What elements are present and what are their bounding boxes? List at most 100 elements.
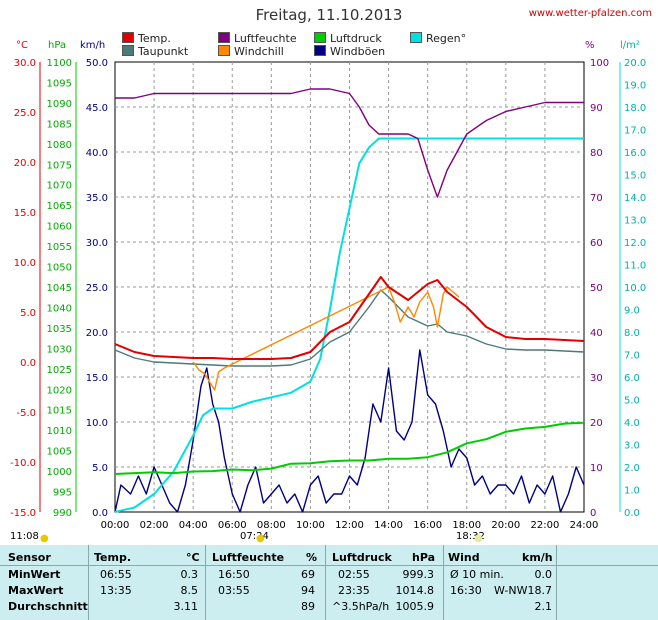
press-tick-label: 1050 — [47, 263, 72, 274]
rain-tick-label: 8.0 — [624, 328, 640, 339]
press-tick-label: 1020 — [47, 385, 72, 396]
legend-label: Luftdruck — [330, 32, 382, 45]
sunset-label: 18:32 — [456, 531, 485, 542]
x-tick-label: 08:00 — [257, 520, 286, 531]
legend-swatch — [122, 45, 134, 56]
hum-value: 94 — [301, 584, 315, 597]
rain-tick-label: 7.0 — [624, 351, 640, 362]
table-col-divider — [325, 545, 326, 620]
header-press-unit: hPa — [412, 551, 436, 564]
legend-label: Windböen — [330, 45, 386, 58]
press-tick-label: 990 — [53, 508, 72, 519]
x-tick-label: 00:00 — [101, 520, 130, 531]
legend-temp: Temp. — [122, 32, 171, 45]
press-tick-label: 1010 — [47, 426, 72, 437]
hum-tick-label: 30 — [590, 373, 603, 384]
press-tick-label: 1005 — [47, 447, 72, 458]
unit-temp: °C — [16, 40, 28, 51]
legend-swatch — [314, 45, 326, 56]
table-row: MaxWert 13:35 8.5 03:55 94 23:35 1014.8 … — [0, 584, 658, 599]
hum-value: 89 — [301, 600, 315, 613]
header-wind-unit: km/h — [522, 551, 553, 564]
legend-label: Taupunkt — [138, 45, 189, 58]
hum-tick-label: 80 — [590, 148, 603, 159]
legend-windchill: Windchill — [218, 45, 284, 58]
press-tick-label: 1000 — [47, 467, 72, 478]
x-tick-label: 16:00 — [413, 520, 442, 531]
site-link[interactable]: www.wetter-pfalzen.com — [528, 8, 652, 19]
x-tick-label: 10:00 — [296, 520, 325, 531]
rain-tick-label: 13.0 — [624, 216, 646, 227]
rain-tick-label: 12.0 — [624, 238, 646, 249]
press-value: 1005.9 — [395, 600, 435, 613]
x-tick-label: 02:00 — [140, 520, 169, 531]
wind-tick-label: 50.0 — [86, 58, 108, 69]
wind-tick-label: 25.0 — [86, 283, 108, 294]
legend-label: Windchill — [234, 45, 284, 58]
legend-rain: Regen° — [410, 32, 466, 45]
row-label: MinWert — [8, 568, 61, 581]
header-hum: Luftfeuchte — [212, 551, 285, 564]
x-tick-label: 20:00 — [491, 520, 520, 531]
wind-tick-label: 5.0 — [92, 463, 108, 474]
hum-tick-label: 70 — [590, 193, 603, 204]
header-press: Luftdruck — [332, 551, 392, 564]
table-row: Durchschnitt 3.11 89 ^3.5hPa/h 1005.9 2.… — [0, 600, 658, 615]
header-wind: Wind — [448, 551, 480, 564]
wind-value: 0.0 — [534, 568, 553, 581]
table-col-divider — [556, 545, 557, 620]
press-tick-label: 995 — [53, 488, 72, 499]
press-time: 23:35 — [338, 584, 370, 597]
press-tick-label: 1095 — [47, 78, 72, 89]
press-value: 999.3 — [402, 568, 435, 581]
sun-icon: ● — [40, 533, 49, 544]
sunrise-label: 07:24 — [240, 531, 269, 542]
temp-value: 0.3 — [180, 568, 199, 581]
rain-tick-label: 11.0 — [624, 261, 646, 272]
hum-tick-label: 90 — [590, 103, 603, 114]
rain-tick-label: 1.0 — [624, 486, 640, 497]
legend-humidity: Luftfeuchte — [218, 32, 297, 45]
header-temp: Temp. — [94, 551, 132, 564]
series-line-luftdruck — [114, 421, 585, 475]
temp-tick-label: 25.0 — [14, 108, 36, 119]
wind-dir: W-NW — [494, 584, 528, 597]
wind-tick-label: 45.0 — [86, 103, 108, 114]
x-tick-label: 14:00 — [374, 520, 403, 531]
x-tick-label: 24:00 — [570, 520, 599, 531]
wind-tick-label: 30.0 — [86, 238, 108, 249]
press-tick-label: 1085 — [47, 119, 72, 130]
press-tick-label: 1015 — [47, 406, 72, 417]
rain-tick-label: 3.0 — [624, 441, 640, 452]
rain-tick-label: 18.0 — [624, 103, 646, 114]
unit-pressure: hPa — [48, 40, 67, 51]
wind-tick-label: 20.0 — [86, 328, 108, 339]
legend-swatch — [122, 32, 134, 43]
sunrise-icon: ● — [256, 533, 265, 544]
rain-tick-label: 19.0 — [624, 81, 646, 92]
wind-tick-label: 40.0 — [86, 148, 108, 159]
hum-tick-label: 50 — [590, 283, 603, 294]
rain-tick-label: 2.0 — [624, 463, 640, 474]
unit-rain: l/m² — [620, 40, 640, 51]
wind-tick-label: 0.0 — [92, 508, 108, 519]
hum-tick-label: 100 — [590, 58, 609, 69]
row-label: MaxWert — [8, 584, 64, 597]
temp-tick-label: 20.0 — [14, 158, 36, 169]
series-line-luftfeuchte — [115, 88, 584, 198]
rain-tick-label: 0.0 — [624, 508, 640, 519]
temp-tick-label: 30.0 — [14, 58, 36, 69]
hum-tick-label: 60 — [590, 238, 603, 249]
weather-chart: 00:00 02:00 04:00 06:00 08:00 10:00 12:00 14:00… — [10, 58, 646, 531]
legend-label: Luftfeuchte — [234, 32, 297, 45]
table-col-divider — [443, 545, 444, 620]
x-tick-label: 12:00 — [335, 520, 364, 531]
rain-tick-label: 10.0 — [624, 283, 646, 294]
wind-value: 18.7 — [527, 584, 553, 597]
legend-swatch — [410, 32, 422, 43]
legend-pressure: Luftdruck — [314, 32, 382, 45]
press-tick-label: 1025 — [47, 365, 72, 376]
header-temp-unit: °C — [186, 551, 200, 564]
x-tick-label: 06:00 — [218, 520, 247, 531]
rain-tick-label: 14.0 — [624, 193, 646, 204]
